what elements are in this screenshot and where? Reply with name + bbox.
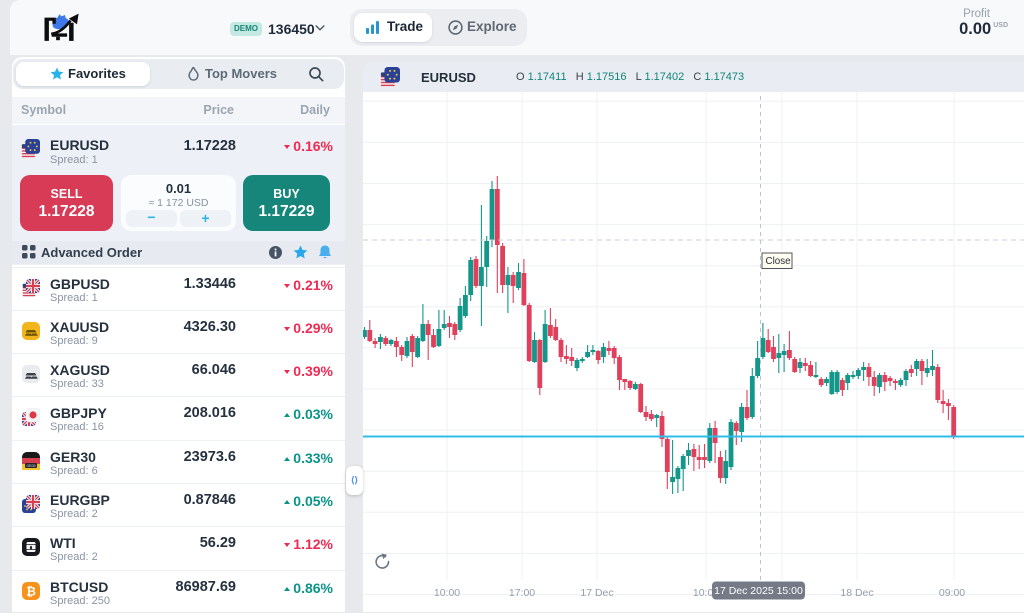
svg-text:17 Dec: 17 Dec <box>580 587 613 599</box>
svg-text:10:00: 10:00 <box>434 587 460 599</box>
svg-text:Close: Close <box>766 256 792 267</box>
svg-text:GE/30: GE/30 <box>26 464 35 468</box>
svg-text:17:00: 17:00 <box>509 587 535 599</box>
svg-text:09:00: 09:00 <box>939 587 965 599</box>
svg-text:17 Dec 2025 15:00: 17 Dec 2025 15:00 <box>714 585 803 597</box>
svg-text:18 Dec: 18 Dec <box>840 587 873 599</box>
svg-text:₿: ₿ <box>26 584 36 598</box>
